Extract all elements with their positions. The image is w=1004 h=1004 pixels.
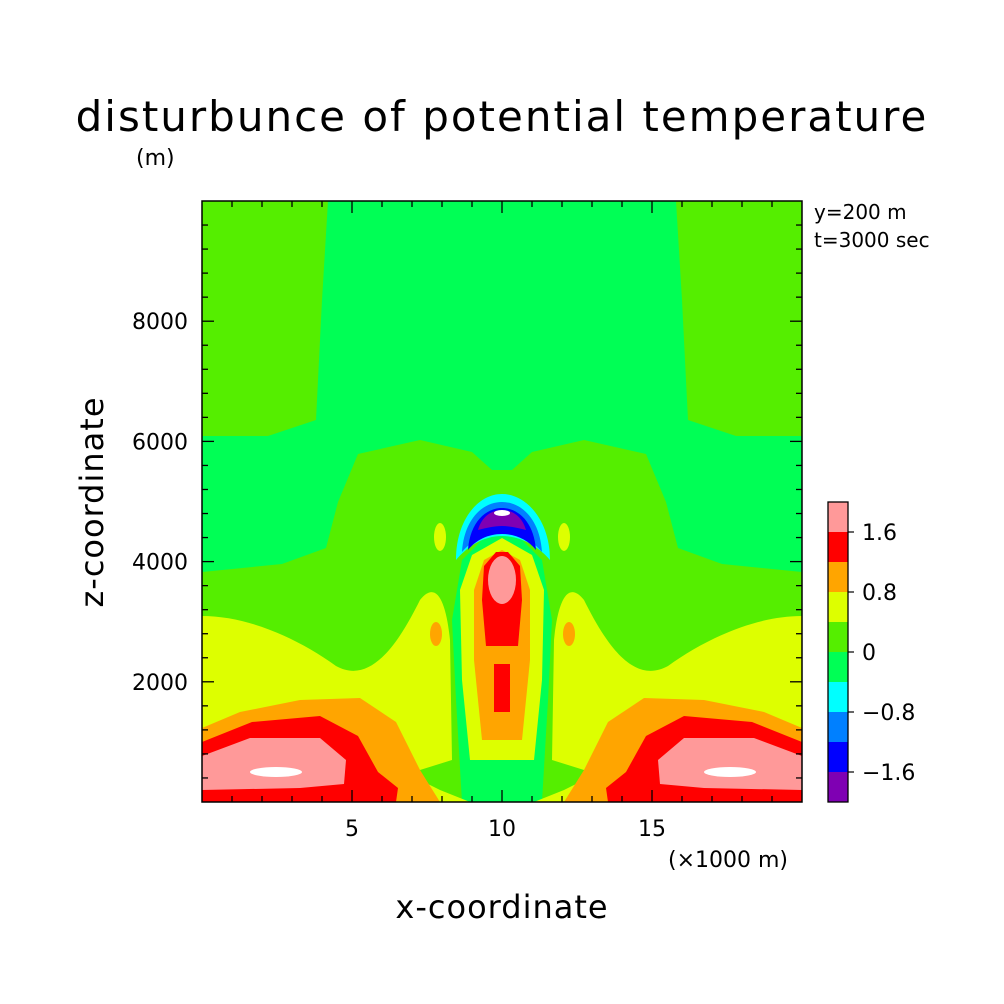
y-axis-unit: (m) (136, 146, 175, 171)
colorbar-swatch (828, 562, 848, 592)
colorbar: −1.6 −0.8 0 0.8 1.6 (827, 501, 915, 803)
colorbar-swatch (828, 532, 848, 562)
contour-region-near-zero-bottom (482, 770, 522, 802)
x-axis-unit: (×1000 m) (668, 848, 789, 873)
contour-field (202, 201, 802, 802)
contour-region-orange-spot-right (563, 622, 575, 646)
contour-region-pink-core (488, 556, 516, 604)
contour-region-positive-upper-right (676, 201, 802, 436)
contour-region-max-bottom-left (250, 767, 302, 777)
colorbar-label: 0.8 (862, 581, 897, 606)
colorbar-swatch (828, 622, 848, 652)
x-tick-label: 5 (345, 817, 359, 842)
y-tick-label: 4000 (132, 551, 188, 576)
x-tick-label: 10 (488, 817, 516, 842)
colorbar-label: −0.8 (862, 701, 915, 726)
contour-region-positive-upper-left (202, 201, 328, 436)
y-tick-label: 6000 (132, 430, 188, 455)
chart-title: disturbunce of potential temperature (75, 92, 929, 141)
axis-ticks: 5 10 15 2000 4000 6000 8000 (132, 201, 802, 842)
colorbar-swatch (828, 742, 848, 772)
colorbar-swatch (828, 652, 848, 682)
y-tick-label: 2000 (132, 671, 188, 696)
colorbar-swatch (828, 592, 848, 622)
contour-region-max-bottom-right (704, 767, 756, 777)
colorbar-label: −1.6 (862, 761, 915, 786)
contour-region-min-cap (494, 510, 510, 516)
colorbar-swatch (828, 772, 848, 802)
colorbar-label: 0 (862, 641, 876, 666)
y-tick-label: 8000 (132, 310, 188, 335)
annotation-y-position: y=200 m (814, 200, 907, 224)
colorbar-swatch (828, 712, 848, 742)
contour-region-purple-cap (478, 510, 526, 530)
x-tick-label: 15 (638, 817, 666, 842)
contour-region-pink-bottom-left (202, 738, 346, 790)
contour-region-yellow-spot-right (558, 523, 570, 551)
contour-region-orange-spot-left (430, 622, 442, 646)
colorbar-swatch (828, 502, 848, 532)
x-axis-label: x-coordinate (395, 888, 609, 926)
contour-region-pink-bottom-right (658, 738, 802, 790)
contour-region-yellow-spot-left (434, 523, 446, 551)
colorbar-swatch (828, 682, 848, 712)
colorbar-label: 1.6 (862, 521, 897, 546)
annotation-time: t=3000 sec (814, 228, 930, 252)
contour-region-red-column-lower (494, 664, 510, 712)
